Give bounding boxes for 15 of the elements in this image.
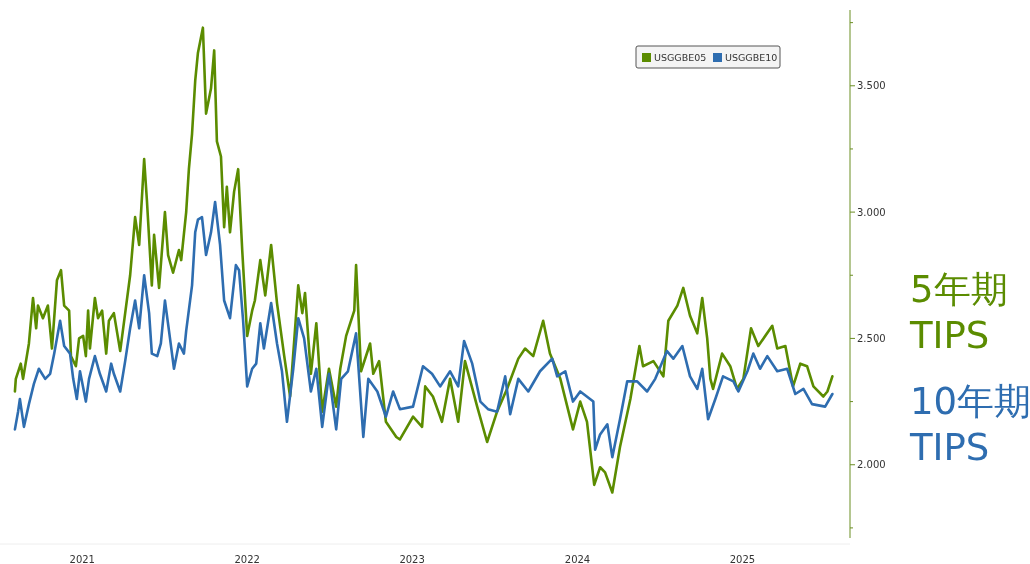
line-series <box>13 200 834 459</box>
y-tick-label: 3.000 <box>857 206 886 218</box>
y-tick-label: 2.500 <box>857 332 886 344</box>
line-series <box>13 26 834 494</box>
legend-label: USGGBE05 <box>654 52 707 64</box>
y-tick-label: 3.500 <box>857 80 886 92</box>
x-tick-label: 2021 <box>69 554 95 564</box>
text: 5年期 TIPS <box>909 268 1008 357</box>
y-tick-label: 2.000 <box>857 459 886 471</box>
x-tick-label: 2025 <box>729 554 756 564</box>
x-tick-label: 2024 <box>564 554 591 564</box>
legend-label: USGGBE10 <box>725 52 778 64</box>
x-tick-label: 2023 <box>399 554 425 564</box>
x-tick-label: 2022 <box>234 554 260 564</box>
text: 10年期 TIPS <box>909 380 1030 469</box>
